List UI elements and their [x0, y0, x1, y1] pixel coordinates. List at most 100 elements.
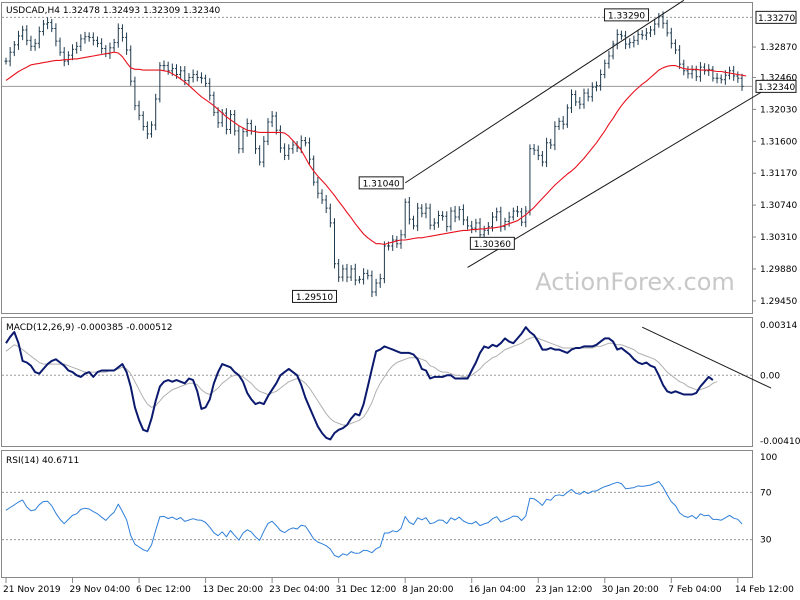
price-bar — [87, 32, 91, 42]
price-bar — [208, 78, 212, 101]
price-bar — [50, 18, 54, 33]
price-bar — [665, 19, 669, 37]
price-bar — [553, 121, 557, 151]
price-bar — [245, 118, 249, 137]
x-tick-label: 21 Nov 2019 — [3, 585, 61, 595]
price-bar — [303, 136, 307, 147]
price-annotation-label: 1.31040 — [363, 179, 400, 189]
price-bar — [353, 263, 357, 286]
price-bar — [224, 108, 228, 135]
price-bar — [112, 38, 116, 52]
price-bar — [216, 107, 220, 128]
x-tick-label: 16 Jan 04:00 — [469, 585, 526, 595]
price-bar — [270, 111, 274, 128]
price-bar — [499, 206, 503, 232]
price-y-tick-label: 1.29880 — [760, 265, 797, 275]
price-bar — [524, 206, 528, 228]
price-bar — [150, 121, 154, 138]
price-bar — [16, 30, 20, 50]
price-bar — [378, 273, 382, 288]
price-bar — [628, 38, 632, 49]
price-bar — [636, 29, 640, 46]
macd-y-tick-label: 0.00314 — [760, 321, 797, 331]
price-bar — [719, 74, 723, 84]
price-y-tick-label: 1.32460 — [760, 73, 797, 83]
price-bar — [690, 65, 694, 79]
price-bar — [374, 278, 378, 297]
price-bar — [316, 176, 320, 199]
price-bar — [495, 207, 499, 222]
x-tick-label: 8 Jan 20:00 — [402, 585, 454, 595]
price-bar — [657, 13, 661, 28]
price-bar — [599, 69, 603, 91]
price-bar — [241, 127, 245, 153]
price-bar — [249, 119, 253, 135]
price-bar — [673, 39, 677, 55]
price-bar — [436, 210, 440, 228]
x-tick-label: 23 Dec 04:00 — [269, 585, 330, 595]
price-bar — [391, 235, 395, 251]
price-bar — [557, 117, 561, 130]
resistance-price-box — [755, 10, 797, 24]
x-tick-label: 6 Dec 12:00 — [136, 585, 191, 595]
price-bar — [545, 137, 549, 168]
price-bar — [66, 51, 70, 66]
rsi-panel-header: RSI(14) 40.6711 — [6, 456, 79, 466]
price-bar — [432, 218, 436, 230]
price-bar — [328, 203, 332, 228]
price-annotation-box — [469, 236, 515, 250]
price-bar — [58, 37, 62, 56]
price-bar — [21, 25, 25, 41]
rsi-y-tick-label: 30 — [760, 536, 772, 546]
price-bar — [320, 189, 324, 204]
rsi-y-tick-label: 100 — [760, 453, 777, 463]
price-bar — [154, 93, 158, 131]
price-bar — [187, 73, 191, 85]
price-bar — [466, 216, 470, 230]
price-bar — [158, 62, 162, 103]
rsi-panel-frame — [1, 450, 753, 578]
price-bar — [669, 27, 673, 49]
price-bar — [357, 275, 361, 284]
price-bar — [619, 30, 623, 40]
price-bar — [29, 35, 33, 51]
price-bar — [4, 57, 8, 65]
channel-lower-line — [467, 85, 772, 268]
price-bar — [420, 204, 424, 218]
price-bar — [428, 203, 432, 230]
macd-trendline-line — [641, 326, 772, 389]
price-bar — [262, 136, 266, 168]
price-bar — [83, 31, 87, 44]
price-bar — [75, 41, 79, 54]
price-moving-average-line — [5, 51, 747, 246]
price-bar — [453, 205, 457, 223]
price-bar — [195, 70, 199, 82]
price-bar — [607, 50, 611, 69]
price-bar — [145, 121, 149, 139]
x-tick-label: 30 Jan 20:00 — [602, 585, 659, 595]
price-bar — [345, 263, 349, 283]
price-bar — [41, 19, 45, 36]
price-bar — [736, 71, 740, 83]
price-bar — [694, 65, 698, 82]
rsi-layer: 100 70 30 — [2, 453, 777, 558]
price-bar — [125, 32, 129, 55]
price-y-tick-label: 1.29450 — [760, 297, 797, 307]
price-bar — [37, 26, 41, 49]
price-bar — [474, 218, 478, 233]
price-bar — [445, 211, 449, 232]
channel-upper-line — [404, 0, 685, 184]
price-bar — [349, 265, 353, 281]
price-bar — [237, 126, 241, 154]
price-bar — [528, 144, 532, 216]
price-annotation-label: 1.30360 — [474, 240, 511, 250]
price-bar — [337, 258, 341, 282]
price-bar — [582, 88, 586, 109]
price-bar — [8, 47, 12, 67]
price-bar — [457, 206, 461, 221]
price-bar — [536, 145, 540, 161]
price-bar — [33, 38, 37, 51]
macd-layer: 0.00314 0.00 -0.004108 — [2, 321, 800, 447]
price-bar — [644, 27, 648, 41]
price-bar — [278, 125, 282, 153]
